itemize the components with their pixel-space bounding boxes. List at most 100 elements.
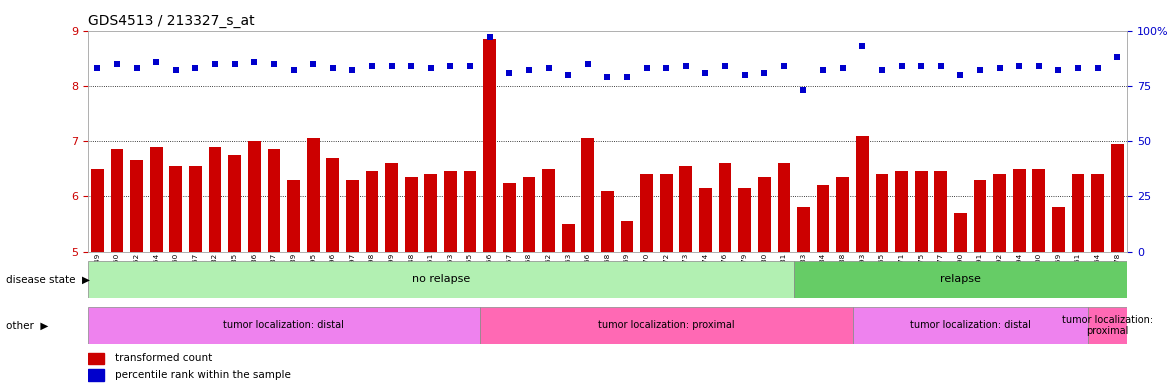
Bar — [287, 180, 300, 252]
Point — [853, 43, 871, 49]
Bar — [405, 177, 418, 252]
Bar — [1072, 174, 1084, 252]
Point — [990, 65, 1009, 71]
Point — [618, 74, 637, 80]
Point — [951, 72, 969, 78]
Bar — [111, 149, 124, 252]
Text: tumor localization: distal: tumor localization: distal — [223, 320, 345, 331]
Bar — [1013, 169, 1026, 252]
Bar — [385, 163, 398, 252]
Bar — [602, 191, 613, 252]
Point — [265, 61, 284, 67]
Point — [167, 67, 186, 73]
Bar — [484, 39, 496, 252]
Text: GDS4513 / 213327_s_at: GDS4513 / 213327_s_at — [88, 14, 255, 28]
Point — [324, 65, 342, 71]
Bar — [88, 307, 480, 344]
Point — [284, 67, 303, 73]
Point — [1010, 63, 1029, 69]
Bar — [248, 141, 260, 252]
Bar — [853, 307, 1087, 344]
Point — [872, 67, 891, 73]
Bar — [915, 172, 927, 252]
Bar — [836, 177, 849, 252]
Point — [638, 65, 656, 71]
Point — [578, 61, 597, 67]
Bar — [758, 177, 771, 252]
Point — [834, 65, 853, 71]
Point — [362, 63, 381, 69]
Bar — [660, 174, 673, 252]
Point — [1089, 65, 1107, 71]
Point — [480, 34, 499, 40]
Point — [520, 67, 538, 73]
Bar — [620, 221, 633, 252]
Bar — [640, 174, 653, 252]
Text: relapse: relapse — [940, 274, 981, 285]
Point — [736, 72, 755, 78]
Point — [1029, 63, 1048, 69]
Bar — [993, 174, 1006, 252]
Text: percentile rank within the sample: percentile rank within the sample — [114, 370, 291, 380]
Text: transformed count: transformed count — [114, 353, 213, 363]
Bar — [1091, 174, 1104, 252]
Bar — [954, 213, 967, 252]
Bar — [131, 161, 142, 252]
Point — [442, 63, 460, 69]
Point — [755, 70, 773, 76]
Point — [971, 67, 989, 73]
Bar — [88, 353, 104, 364]
Bar — [267, 149, 280, 252]
Bar — [582, 138, 595, 252]
Bar — [778, 163, 791, 252]
Bar — [189, 166, 202, 252]
Bar — [88, 369, 104, 381]
Bar — [895, 172, 908, 252]
Point — [147, 58, 166, 65]
Bar — [797, 207, 809, 252]
Point — [931, 63, 950, 69]
Point — [774, 63, 793, 69]
Bar — [169, 166, 182, 252]
Point — [88, 65, 106, 71]
Text: tumor localization: distal: tumor localization: distal — [910, 320, 1030, 331]
Point — [206, 61, 224, 67]
Bar — [503, 182, 515, 252]
Bar — [480, 307, 853, 344]
Text: other  ▶: other ▶ — [6, 320, 48, 331]
Point — [656, 65, 675, 71]
Bar — [738, 188, 751, 252]
Point — [1049, 67, 1068, 73]
Point — [598, 74, 617, 80]
Point — [716, 63, 735, 69]
Bar — [542, 169, 555, 252]
Bar — [562, 224, 575, 252]
Bar — [228, 155, 241, 252]
Point — [1108, 54, 1127, 60]
Bar — [794, 261, 1127, 298]
Bar — [1087, 307, 1127, 344]
Point — [460, 63, 479, 69]
Text: no relapse: no relapse — [411, 274, 470, 285]
Text: tumor localization: proximal: tumor localization: proximal — [598, 320, 735, 331]
Bar — [346, 180, 359, 252]
Point — [500, 70, 519, 76]
Point — [225, 61, 244, 67]
Bar — [464, 172, 477, 252]
Bar — [150, 147, 162, 252]
Point — [107, 61, 126, 67]
Point — [540, 65, 558, 71]
Point — [1069, 65, 1087, 71]
Bar — [307, 138, 320, 252]
Point — [794, 87, 813, 93]
Point — [422, 65, 440, 71]
Point — [558, 72, 577, 78]
Text: disease state  ▶: disease state ▶ — [6, 274, 90, 285]
Point — [245, 58, 264, 65]
Point — [343, 67, 362, 73]
Bar — [91, 169, 104, 252]
Bar — [700, 188, 711, 252]
Point — [186, 65, 204, 71]
Point — [304, 61, 322, 67]
Bar — [816, 185, 829, 252]
